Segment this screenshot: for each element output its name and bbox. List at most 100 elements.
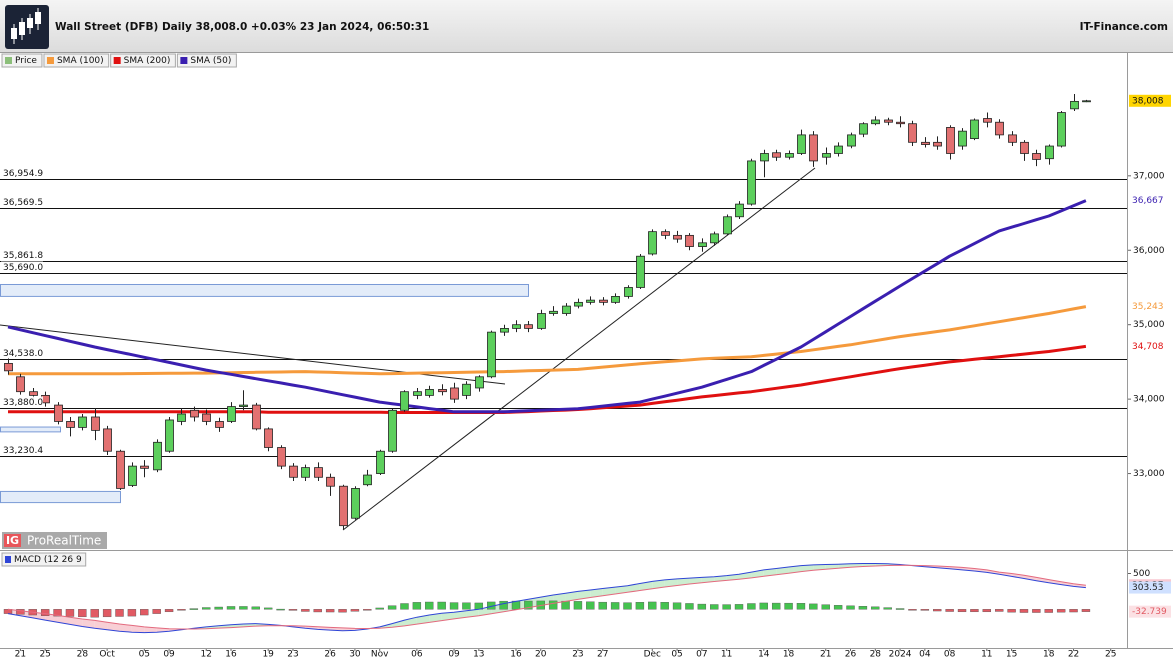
macd-fill: [1036, 577, 1049, 583]
x-tick-label: 30: [349, 650, 361, 660]
macd-fill: [701, 576, 715, 583]
macd-fill: [94, 620, 108, 630]
histogram-bar: [598, 601, 607, 610]
macd-fill: [776, 567, 789, 575]
histogram-bar: [301, 609, 310, 612]
x-tick-label: 23: [572, 650, 583, 660]
histogram-bar: [771, 602, 781, 610]
macd-fill: [454, 610, 467, 619]
histogram-bar: [90, 609, 99, 618]
series-last-bg: [1129, 194, 1171, 207]
candle-body: [809, 134, 818, 162]
watermark-logo: IG: [6, 534, 19, 547]
candle-body: [859, 123, 868, 135]
x-tick-label: 26: [845, 650, 857, 660]
candle-body: [289, 465, 298, 478]
x-tick-label: 14: [758, 650, 770, 660]
level-label-bg: [1, 196, 43, 208]
candle-body: [388, 409, 397, 452]
candle-body: [202, 413, 211, 422]
histogram-bar: [387, 605, 397, 610]
candle-body: [128, 465, 137, 486]
candle-body: [1020, 141, 1029, 154]
macd-fill: [986, 569, 1000, 575]
level-label: 35,861.8: [3, 251, 43, 261]
level-label-bg: [1, 444, 43, 456]
candle-body: [153, 441, 162, 471]
candle-body: [908, 123, 917, 143]
candle-body: [1070, 100, 1079, 110]
candle-body: [425, 389, 434, 396]
histogram-bar: [164, 609, 174, 613]
candle-body: [215, 421, 224, 428]
level-label-bg: [1, 167, 43, 179]
histogram-bar: [412, 602, 422, 610]
level-label: 36,569.5: [3, 198, 43, 208]
histogram-bar: [1081, 609, 1091, 612]
macd-fill: [416, 615, 430, 625]
indicator-lines: [7, 199, 1087, 414]
macd-fill: [466, 609, 479, 618]
x-tick-label: 25: [1105, 650, 1116, 660]
sma-line: [8, 305, 1087, 376]
histogram-bar: [710, 604, 719, 610]
candle-body: [760, 153, 769, 162]
candle-body: [785, 153, 794, 158]
macd-title: MACD (12 26 9: [14, 555, 82, 565]
histogram-bar: [623, 602, 632, 610]
histogram-bar: [425, 601, 434, 610]
candle-body: [78, 416, 87, 428]
histogram-bar: [561, 600, 570, 610]
candle-body: [636, 255, 645, 288]
x-tick-label: 09: [448, 650, 460, 660]
histogram-bar: [53, 609, 62, 617]
macd-fill: [441, 612, 455, 621]
candle-body: [239, 404, 248, 407]
histogram-bar: [189, 608, 199, 610]
histogram-bar: [400, 603, 409, 610]
macd-last-bg: [1129, 605, 1171, 618]
candle-body: [884, 119, 893, 123]
trend-line: [342, 167, 816, 531]
histogram-bar: [1056, 609, 1066, 613]
histogram-bar: [858, 606, 868, 610]
histogram-bar: [920, 609, 930, 611]
level-label: 34,538.0: [3, 349, 43, 359]
candle-body: [400, 391, 409, 411]
candle-body: [1032, 153, 1041, 160]
level-label-bg: [1, 261, 43, 273]
candles: [4, 93, 1091, 530]
candle-body: [512, 324, 521, 329]
level-label-bg: [1, 396, 43, 408]
macd-fill: [1061, 581, 1074, 587]
x-tick-label: 28: [77, 650, 89, 660]
histogram-bar: [685, 603, 694, 610]
candle-body: [599, 299, 608, 303]
histogram-bar: [759, 602, 768, 610]
candle-body: [351, 488, 360, 519]
macd-last-bg: [1129, 581, 1171, 594]
candle-body: [277, 447, 286, 467]
brand: IT-Finance.com: [1080, 21, 1168, 33]
candle-body: [29, 391, 38, 396]
histogram-bar: [202, 607, 211, 610]
x-tick-label: 05: [671, 650, 682, 660]
histogram-bar: [152, 609, 161, 614]
candle-body: [834, 145, 843, 154]
labels: 36,954.9 36,569.5 35,861.8 35,690.0 34,538.0…: [1, 53, 1171, 660]
macd-fill: [69, 617, 83, 627]
histogram-bar: [363, 609, 372, 611]
histogram-bar: [325, 609, 335, 613]
candle-body: [190, 409, 199, 418]
legend-item: SMA (200): [110, 53, 176, 68]
candle-body: [574, 301, 583, 307]
histogram-bar: [734, 604, 744, 610]
x-tick-label: 13: [473, 650, 484, 660]
histogram-bar: [883, 607, 892, 610]
histogram-bar: [871, 606, 880, 610]
macd-fill: [763, 568, 777, 577]
x-tick-label: 2024: [889, 650, 912, 660]
candle-body: [822, 153, 831, 158]
candle-body: [1082, 100, 1091, 103]
